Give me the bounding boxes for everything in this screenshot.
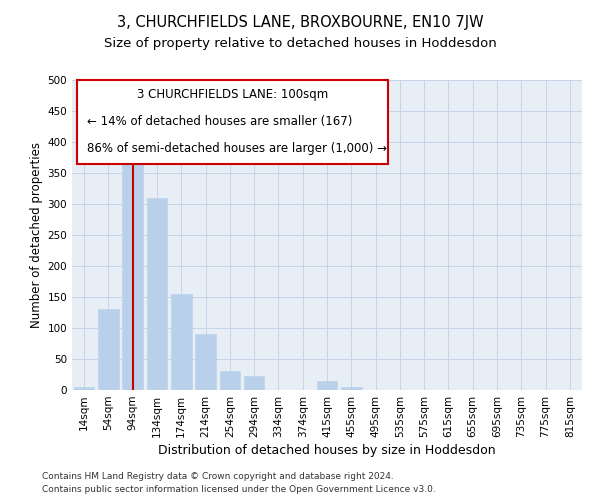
- Bar: [74, 387, 94, 390]
- Bar: [171, 294, 191, 390]
- Text: ← 14% of detached houses are smaller (167): ← 14% of detached houses are smaller (16…: [88, 115, 353, 128]
- Text: Contains public sector information licensed under the Open Government Licence v3: Contains public sector information licen…: [42, 485, 436, 494]
- Bar: [98, 310, 119, 390]
- Text: 86% of semi-detached houses are larger (1,000) →: 86% of semi-detached houses are larger (…: [88, 142, 388, 156]
- Y-axis label: Number of detached properties: Number of detached properties: [30, 142, 43, 328]
- Bar: [317, 382, 337, 390]
- Bar: [122, 139, 143, 390]
- Text: 3, CHURCHFIELDS LANE, BROXBOURNE, EN10 7JW: 3, CHURCHFIELDS LANE, BROXBOURNE, EN10 7…: [116, 15, 484, 30]
- Text: Contains HM Land Registry data © Crown copyright and database right 2024.: Contains HM Land Registry data © Crown c…: [42, 472, 394, 481]
- Text: 3 CHURCHFIELDS LANE: 100sqm: 3 CHURCHFIELDS LANE: 100sqm: [137, 88, 328, 101]
- Bar: [220, 372, 240, 390]
- Bar: [244, 376, 265, 390]
- Bar: [341, 387, 362, 390]
- Bar: [195, 334, 216, 390]
- X-axis label: Distribution of detached houses by size in Hoddesdon: Distribution of detached houses by size …: [158, 444, 496, 457]
- Text: Size of property relative to detached houses in Hoddesdon: Size of property relative to detached ho…: [104, 38, 496, 51]
- FancyBboxPatch shape: [77, 80, 388, 164]
- Bar: [146, 198, 167, 390]
